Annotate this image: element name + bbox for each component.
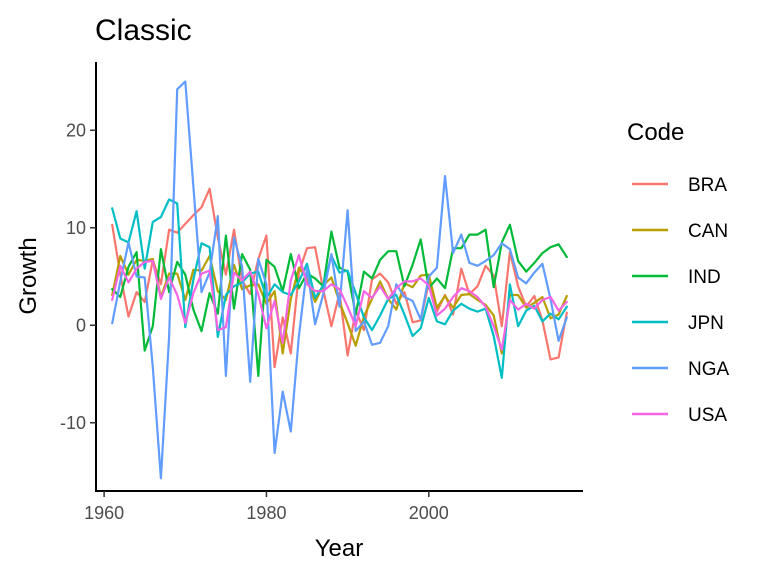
legend-label: JPN <box>688 313 724 334</box>
series-lines <box>111 80 568 480</box>
legend-items: BRA CAN IND JPN NGA USA <box>632 175 730 426</box>
x-axis-ticks: 1960 1980 2000 <box>84 491 449 523</box>
y-tick-label: 10 <box>66 218 86 238</box>
x-axis-title: Year <box>315 535 364 562</box>
series-line-ind <box>111 223 568 377</box>
y-tick-label: 20 <box>66 120 86 140</box>
chart-title: Classic <box>95 14 192 47</box>
legend: Code BRA CAN IND JPN NGA USA <box>627 119 730 426</box>
x-tick-label: 2000 <box>409 503 449 523</box>
series-line-usa <box>111 254 568 351</box>
legend-item-nga: NGA <box>632 359 730 380</box>
legend-item-can: CAN <box>632 221 728 242</box>
legend-item-bra: BRA <box>632 175 727 196</box>
y-axis-title: Growth <box>15 237 42 314</box>
y-axis-ticks: -10 0 10 20 <box>60 120 96 433</box>
plot-area <box>111 80 568 480</box>
legend-label: NGA <box>688 359 730 380</box>
x-tick-label: 1960 <box>84 503 124 523</box>
legend-label: IND <box>688 267 721 288</box>
y-tick-label: -10 <box>60 413 86 433</box>
series-line-nga <box>111 80 568 480</box>
legend-label: BRA <box>688 175 727 196</box>
legend-title: Code <box>627 119 684 146</box>
legend-label: CAN <box>688 221 728 242</box>
legend-item-ind: IND <box>632 267 721 288</box>
legend-label: USA <box>688 405 727 426</box>
y-tick-label: 0 <box>76 315 86 335</box>
legend-item-usa: USA <box>632 405 727 426</box>
x-tick-label: 1980 <box>246 503 286 523</box>
legend-item-jpn: JPN <box>632 313 724 334</box>
